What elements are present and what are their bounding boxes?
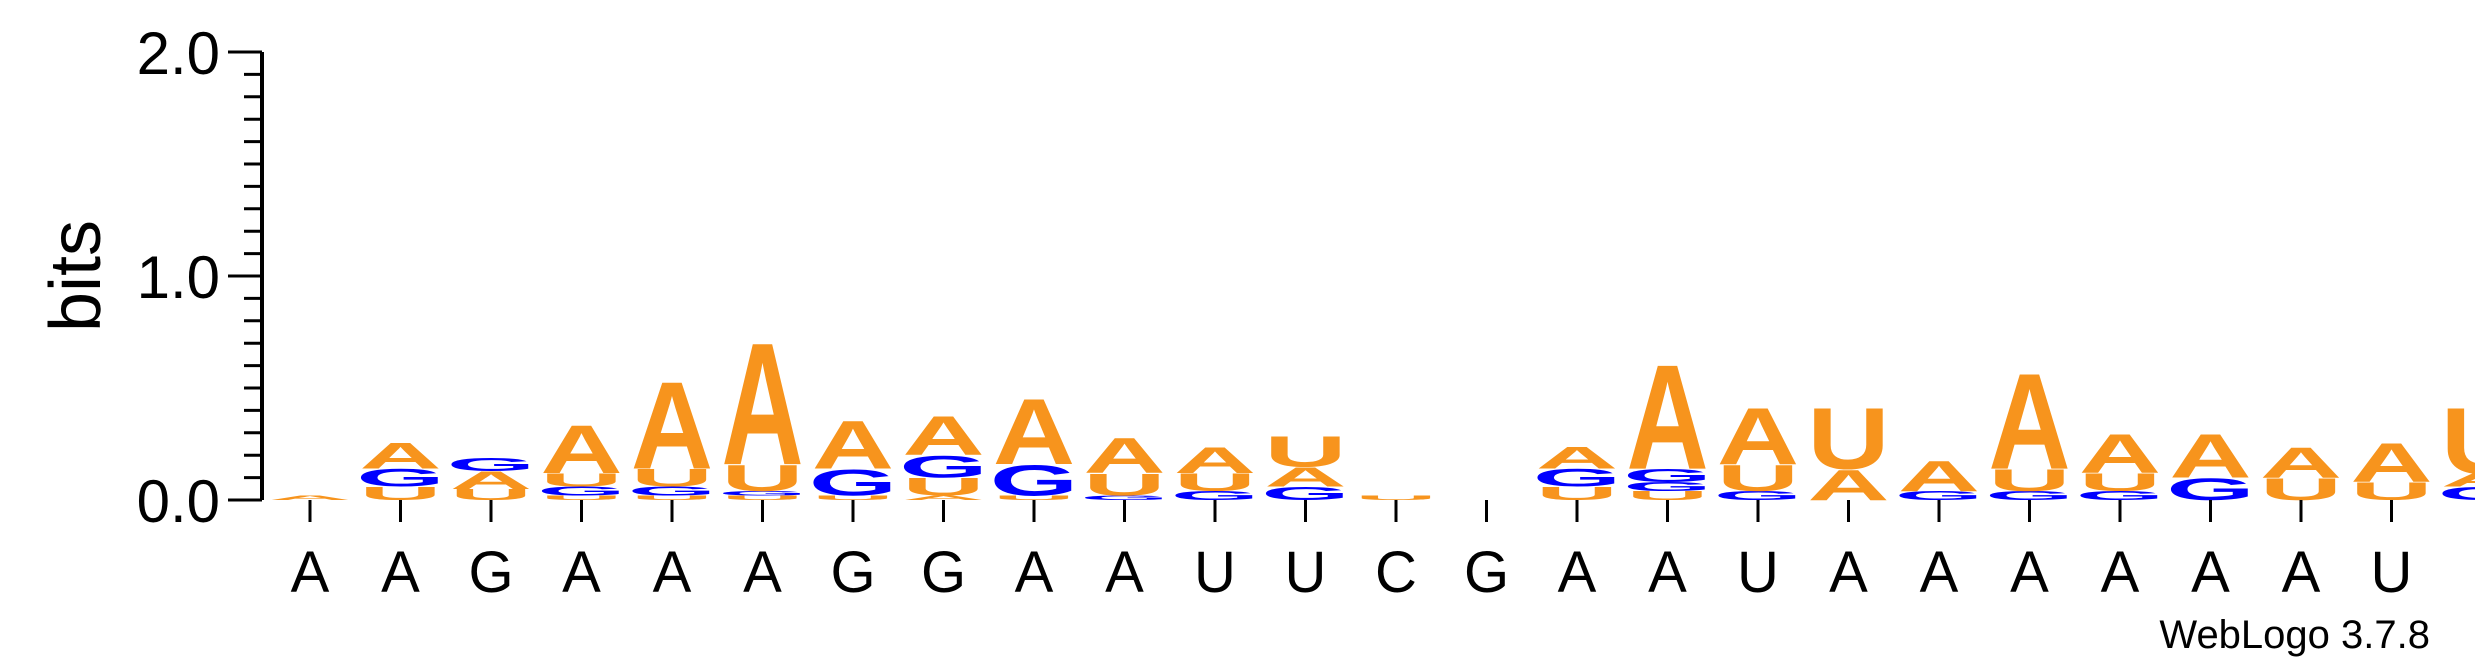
logo-glyph-U: U <box>540 470 622 491</box>
x-tick-label: A <box>2282 540 2321 605</box>
logo-glyph-U: U <box>631 494 713 501</box>
x-tick-label: U <box>1194 540 1236 605</box>
logo-glyph-A: A <box>2169 422 2251 491</box>
logo-glyph-U: U <box>1355 494 1437 501</box>
logo-glyph-A: A <box>450 466 532 494</box>
x-tick-label: A <box>653 540 692 605</box>
logo-glyph-A: A <box>540 411 622 487</box>
logo-glyph-G: G <box>537 484 626 498</box>
logo-glyph-A: A <box>1083 428 1165 484</box>
logo-glyph-G: G <box>1261 483 1350 504</box>
logo-glyph-U: U <box>993 494 1075 501</box>
logo-glyph-A: A <box>2260 439 2342 487</box>
logo-glyph-U: U <box>812 494 894 501</box>
x-tick-label: A <box>2101 540 2140 605</box>
x-tick-label: A <box>1829 540 1868 605</box>
x-tick-label: A <box>1558 540 1597 605</box>
x-tick-label: A <box>2191 540 2230 605</box>
logo-glyph-U: U <box>1988 463 2070 498</box>
y-tick-label: 1.0 <box>137 244 220 311</box>
y-tick-label: 0.0 <box>137 468 220 535</box>
logo-glyph-G: G <box>2076 489 2165 503</box>
logo-glyph-U: U <box>721 494 803 501</box>
logo-glyph-G: G <box>718 490 807 497</box>
logo-glyph-A: A <box>359 435 441 477</box>
logo-glyph-U: U <box>450 486 532 503</box>
y-axis: 0.0 1.0 2.0 <box>137 20 264 535</box>
logo-glyph-A: A <box>1626 335 1708 501</box>
logo-glyph-U: U <box>1807 390 1889 487</box>
logo-glyph-A: A <box>2350 432 2432 494</box>
x-tick-label: A <box>562 540 601 605</box>
logo-glyph-G: G <box>447 454 536 475</box>
logo-glyph-A: A <box>2441 470 2475 491</box>
x-tick-label: U <box>1737 540 1779 605</box>
logo-glyph-A: A <box>902 405 984 467</box>
logo-glyph-U: U <box>1626 489 1708 503</box>
logo-glyph-G: G <box>1623 480 1712 494</box>
logo-glyph-A: A <box>902 494 984 501</box>
logo-glyph-G: G <box>1985 489 2074 503</box>
logo-glyph-G: G <box>899 449 988 484</box>
logo-glyph-A: A <box>1988 345 2070 498</box>
x-tick-label: G <box>921 540 966 605</box>
logo-glyph-A: A <box>1264 461 1346 492</box>
logo-glyph-G: G <box>356 464 445 492</box>
x-tick-label: A <box>1015 540 1054 605</box>
logo-glyph-G: G <box>1714 489 1803 503</box>
logo-glyph-A: A <box>2079 423 2161 485</box>
logo-glyph-A: A <box>1898 452 1980 500</box>
logo-glyph-G: G <box>1895 489 1984 503</box>
logo-glyph-U: U <box>1536 483 1618 504</box>
logo-glyph-U: U <box>1083 467 1165 502</box>
logo-glyph-U: U <box>631 464 713 492</box>
x-tick-label: G <box>468 540 513 605</box>
logo-glyph-G: G <box>1623 465 1712 486</box>
x-tick-label: U <box>2371 540 2413 605</box>
logo-glyph-A: A <box>1717 391 1799 481</box>
logo-glyph-A: A <box>1174 439 1256 481</box>
weblogo-version-label: WebLogo 3.7.8 <box>2159 613 2430 657</box>
logo-glyph-G: G <box>628 484 717 498</box>
logo-glyph-A: A <box>631 357 713 496</box>
logo-glyph-U: U <box>540 494 622 501</box>
logo-glyph-A: A <box>721 308 803 502</box>
logo-glyph-U: U <box>1264 428 1346 476</box>
logo-glyph-A: A <box>993 381 1075 485</box>
logo-glyph-A: A <box>812 407 894 483</box>
logo-glyph-G: G <box>1171 489 1260 503</box>
x-tick-label: A <box>1105 540 1144 605</box>
x-tick-label: A <box>1920 540 1959 605</box>
logo-glyph-U: U <box>1174 469 1256 497</box>
logo-glyph-G: G <box>2438 483 2475 504</box>
y-axis-label: bits <box>36 220 116 332</box>
logo-glyph-G: G <box>990 457 1079 505</box>
x-tick-label: U <box>1285 540 1327 605</box>
logo-glyph-U: U <box>1717 457 1799 499</box>
x-tick-label: A <box>381 540 420 605</box>
x-tick-label: G <box>1464 540 1509 605</box>
x-tick-label: G <box>830 540 875 605</box>
logo-glyph-A: A <box>1536 440 1618 475</box>
x-tick-label: C <box>1375 540 1417 605</box>
x-tick-label: A <box>291 540 330 605</box>
x-tick-label: A <box>1648 540 1687 605</box>
logo-glyph-G: G <box>1080 494 1169 501</box>
logo-glyph-U: U <box>2441 390 2475 494</box>
logo-glyph-U: U <box>721 457 803 499</box>
logo-glyph-G: G <box>1533 464 1622 492</box>
logo-glyph-G: G <box>809 462 898 504</box>
x-tick-label: A <box>2010 540 2049 605</box>
logo-glyph-A: A <box>269 494 351 501</box>
y-tick-label: 2.0 <box>137 20 220 87</box>
x-tick-label: A <box>743 540 782 605</box>
logo-glyph-U: U <box>2079 469 2161 497</box>
logo-glyph-U: U <box>359 483 441 504</box>
logo-glyph-U: U <box>902 473 984 501</box>
